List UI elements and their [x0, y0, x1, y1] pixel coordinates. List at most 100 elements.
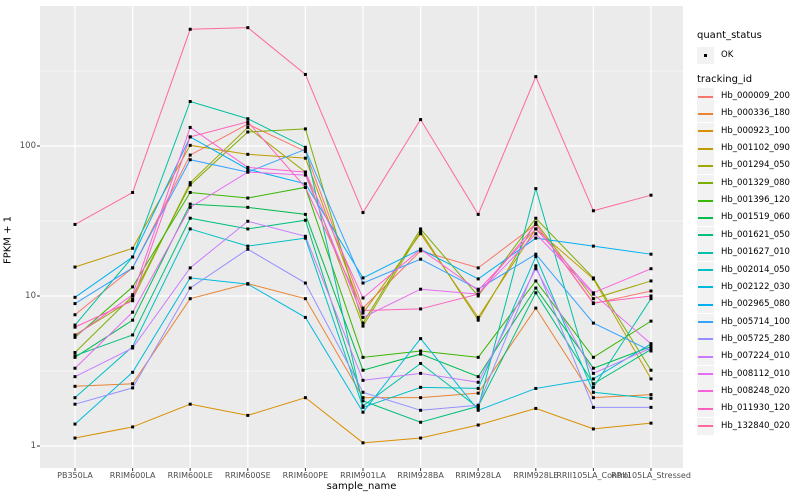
data-point	[131, 293, 135, 297]
data-point	[188, 266, 192, 270]
data-point	[419, 408, 423, 412]
data-point	[534, 286, 538, 290]
data-point	[534, 386, 538, 390]
data-point	[303, 182, 307, 186]
data-point	[591, 427, 595, 431]
data-point	[188, 158, 192, 162]
data-point	[188, 27, 192, 31]
data-point	[246, 227, 250, 231]
data-point	[419, 307, 423, 311]
data-point	[361, 315, 365, 319]
data-point	[476, 408, 480, 412]
data-point	[534, 187, 538, 191]
data-point	[303, 297, 307, 301]
x-tick-label: RRIM928BA	[397, 471, 444, 480]
data-point	[591, 297, 595, 301]
data-point	[534, 252, 538, 256]
x-axis-title: sample_name	[326, 481, 397, 492]
data-point	[534, 306, 538, 310]
data-point	[476, 277, 480, 281]
y-axis-title: FPKM + 1	[2, 215, 14, 265]
data-point	[188, 181, 192, 185]
data-point	[649, 405, 653, 409]
data-point	[131, 425, 135, 429]
data-point	[649, 349, 653, 353]
data-point	[188, 135, 192, 139]
data-point	[419, 352, 423, 356]
data-point	[361, 410, 365, 414]
data-point	[419, 420, 423, 424]
data-point	[303, 396, 307, 400]
data-point	[188, 286, 192, 290]
data-point	[303, 170, 307, 174]
x-tick-label: RRII105LA_Stressed	[611, 471, 691, 480]
data-point	[246, 196, 250, 200]
data-point	[131, 386, 135, 390]
data-point	[476, 292, 480, 296]
x-tick-label: RRII105LA_Control	[556, 471, 631, 480]
data-point	[303, 147, 307, 151]
data-point	[591, 301, 595, 305]
data-point	[361, 390, 365, 394]
data-point	[246, 117, 250, 121]
data-point	[591, 244, 595, 248]
data-point	[591, 382, 595, 386]
data-point	[591, 366, 595, 370]
data-point	[649, 393, 653, 397]
data-point	[131, 246, 135, 250]
data-point	[361, 399, 365, 403]
data-point	[534, 264, 538, 268]
data-point	[534, 279, 538, 283]
data-point	[188, 297, 192, 301]
data-point	[303, 281, 307, 285]
data-point	[419, 257, 423, 261]
data-point	[246, 247, 250, 251]
data-point	[649, 342, 653, 346]
data-point	[476, 318, 480, 322]
data-point	[361, 211, 365, 215]
data-point	[73, 366, 77, 370]
data-point	[361, 378, 365, 382]
data-point	[246, 120, 250, 124]
x-tick-label: RRIM600PE	[282, 471, 329, 480]
data-point	[188, 402, 192, 406]
data-point	[419, 118, 423, 122]
data-point	[649, 319, 653, 323]
data-point	[361, 321, 365, 325]
data-point	[361, 368, 365, 372]
data-point	[246, 152, 250, 156]
data-point	[476, 288, 480, 292]
data-point	[649, 396, 653, 400]
data-point	[591, 291, 595, 295]
data-point	[649, 294, 653, 298]
data-point	[361, 306, 365, 310]
data-point	[73, 222, 77, 226]
data-point	[131, 370, 135, 374]
data-point	[131, 382, 135, 386]
data-point	[591, 377, 595, 381]
data-point	[591, 209, 595, 213]
data-point	[476, 375, 480, 379]
data-point	[476, 380, 480, 384]
data-point	[361, 309, 365, 313]
data-point	[188, 227, 192, 231]
data-point	[476, 266, 480, 270]
data-point	[131, 255, 135, 259]
data-point	[73, 334, 77, 338]
x-tick-label: PB350LA	[57, 471, 93, 480]
data-point	[419, 287, 423, 291]
data-point	[361, 405, 365, 409]
data-point	[131, 285, 135, 289]
x-tick-label: RRIM600SE	[224, 471, 271, 480]
data-point	[246, 125, 250, 129]
data-point	[73, 302, 77, 306]
data-point	[361, 324, 365, 328]
data-point	[303, 234, 307, 238]
data-point	[246, 205, 250, 209]
data-point	[534, 227, 538, 231]
data-point	[131, 299, 135, 303]
data-point	[188, 100, 192, 104]
data-point	[188, 276, 192, 280]
data-point	[188, 143, 192, 147]
data-point	[246, 282, 250, 286]
